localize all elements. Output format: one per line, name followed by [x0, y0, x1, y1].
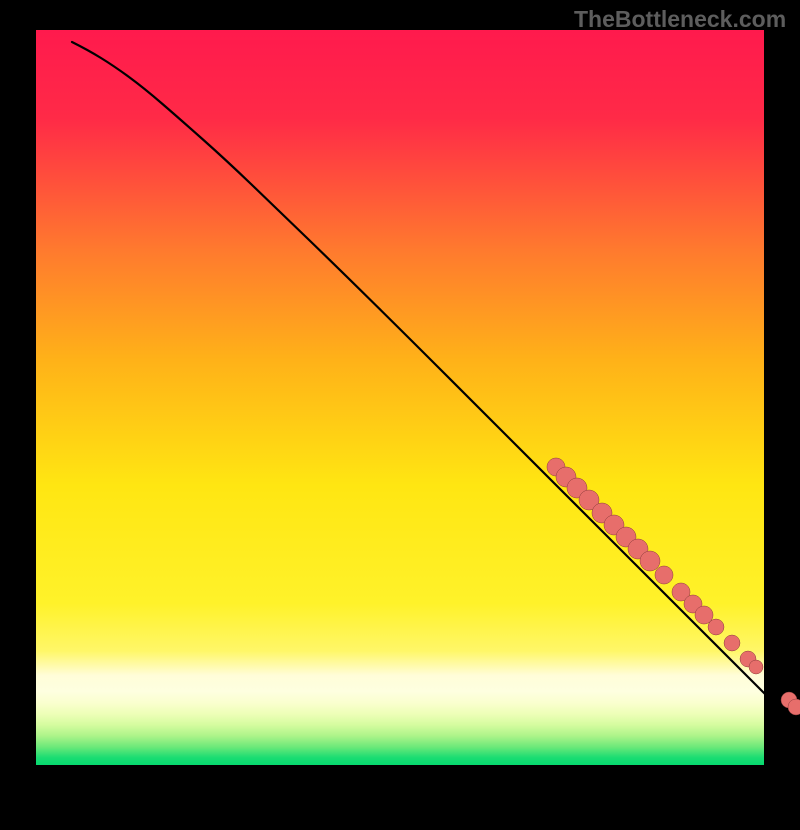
data-markers	[547, 458, 800, 715]
plot-area	[36, 30, 764, 765]
data-marker	[724, 635, 740, 651]
watermark-text: TheBottleneck.com	[574, 6, 786, 33]
data-marker	[749, 660, 763, 674]
chart-canvas: TheBottleneck.com	[0, 0, 800, 800]
trend-curve	[72, 42, 800, 729]
data-marker	[640, 551, 660, 571]
chart-overlay	[36, 30, 800, 830]
data-marker	[708, 619, 724, 635]
data-marker	[655, 566, 673, 584]
